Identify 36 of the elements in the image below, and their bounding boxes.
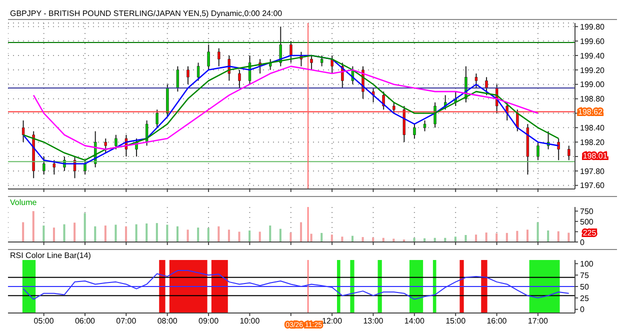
- x-tick-label: 17:00: [528, 316, 548, 326]
- chart-title: GBPJPY - BRITISH POUND STERLING/JAPAN YEN,5) Dynamic,0:00 24:00: [9, 8, 284, 19]
- y-tick-label: 199.00: [580, 80, 606, 90]
- y-tick-label: 75: [580, 270, 590, 280]
- x-tick-label: 05:00: [34, 316, 54, 326]
- y-tick-label: 750: [580, 206, 594, 216]
- y-tick-label: 198.40: [580, 123, 606, 132]
- y-tick-label: 500: [580, 217, 594, 226]
- x-tick-label: 14:00: [404, 316, 425, 326]
- ref-line-label: 198.62: [578, 108, 604, 117]
- y-tick-label: 198.20: [580, 138, 606, 147]
- x-tick-label: 09:00: [198, 316, 220, 326]
- y-tick-label: 199.80: [580, 22, 606, 32]
- x-tick-label: 10:00: [240, 316, 260, 326]
- y-tick-label: 198.80: [580, 94, 606, 104]
- y-tick-label: 25: [580, 294, 590, 303]
- x-tick-label: 12:00: [322, 316, 343, 326]
- y-tick-label: 50: [580, 282, 590, 292]
- y-tick-label: 197.80: [580, 166, 606, 176]
- x-tick-label: 07:00: [116, 316, 137, 326]
- x-tick-label: 15:00: [446, 316, 466, 326]
- x-tick-label: 13:00: [363, 316, 384, 326]
- y-tick-label: 199.60: [580, 36, 606, 46]
- x-tick-label: 16:00: [486, 316, 508, 326]
- chart-title: Volume: [10, 198, 37, 207]
- y-tick-label: 0: [580, 238, 585, 247]
- y-tick-label: 100: [580, 259, 594, 268]
- annotation: 198.01: [582, 152, 608, 161]
- y-tick-label: 199.20: [580, 66, 606, 75]
- y-tick-label: 0: [580, 305, 585, 314]
- x-tick-label: 06:00: [74, 316, 96, 326]
- annotation: 225: [582, 228, 597, 238]
- y-tick-label: 199.40: [580, 51, 606, 60]
- y-tick-label: 197.60: [580, 181, 606, 190]
- chart-title: RSI Color Line Bar(14): [10, 251, 91, 260]
- x-tick-label: 08:00: [157, 316, 178, 326]
